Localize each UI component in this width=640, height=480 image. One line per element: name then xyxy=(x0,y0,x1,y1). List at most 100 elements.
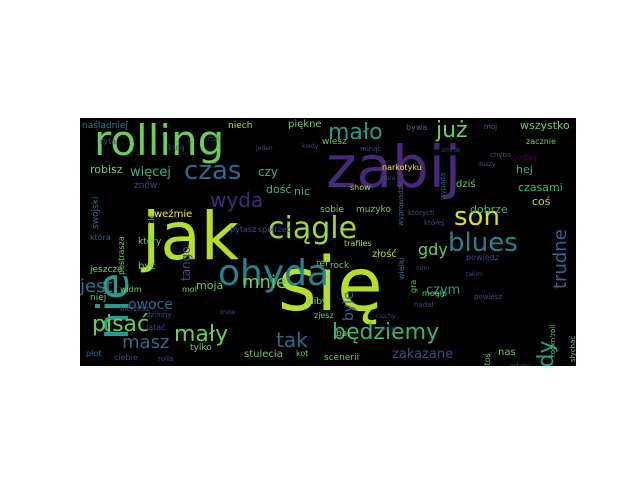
cloud-word: już xyxy=(436,118,468,143)
cloud-word: znów xyxy=(134,181,158,191)
cloud-word: ciągle xyxy=(268,211,358,246)
cloud-word: która xyxy=(90,233,111,242)
cloud-word: dobrze xyxy=(470,203,508,216)
cloud-word: pytasz xyxy=(230,225,257,234)
cloud-word: rockn'roll xyxy=(549,325,557,358)
cloud-word: niby xyxy=(308,297,328,307)
cloud-word: nas xyxy=(498,347,516,358)
cloud-word: czas xyxy=(184,156,242,186)
cloud-word: postrasza xyxy=(117,235,126,275)
cloud-word: bierzesz xyxy=(120,305,149,313)
cloud-word: jeszcze xyxy=(90,265,123,275)
cloud-word: który xyxy=(138,237,162,247)
cloud-word: być xyxy=(138,261,156,272)
cloud-word: tango xyxy=(179,246,193,282)
cloud-word: byle xyxy=(341,291,357,321)
cloud-word: scenerii xyxy=(324,353,360,363)
cloud-word: spojrzeć xyxy=(258,225,292,234)
cloud-word: nimi xyxy=(416,265,429,272)
cloud-word: ryta xyxy=(100,137,117,146)
cloud-word: narkotyku xyxy=(382,163,422,172)
cloud-word: muzyko xyxy=(356,205,391,215)
cloud-word: będziemy xyxy=(332,320,440,345)
cloud-word: dzimny xyxy=(146,311,172,319)
cloud-word: ohyda xyxy=(218,253,330,294)
cloud-word: złość xyxy=(372,249,397,260)
cloud-word: rolling xyxy=(94,118,225,165)
cloud-word: zakazane xyxy=(392,347,454,362)
cloud-word: więcej xyxy=(130,165,171,180)
cloud-word: kiedy xyxy=(302,143,319,150)
cloud-word: show xyxy=(350,183,371,192)
cloud-word: czy xyxy=(258,165,278,179)
cloud-word: czasami xyxy=(518,181,563,194)
cloud-word: owoce xyxy=(128,297,173,313)
cloud-word: tak xyxy=(276,328,308,352)
cloud-word: ciebie xyxy=(114,353,138,362)
cloud-word: weźmie xyxy=(154,209,193,220)
cloud-word: ktore xyxy=(380,175,396,182)
cloud-word: ref xyxy=(316,259,329,269)
cloud-word: gdy xyxy=(418,240,448,259)
cloud-word: nadal xyxy=(414,301,434,309)
cloud-word: coś xyxy=(532,195,551,208)
cloud-word: wyda xyxy=(210,188,264,212)
cloud-word: niej xyxy=(90,293,107,303)
cloud-word: blues xyxy=(448,228,518,258)
cloud-word: chyba xyxy=(490,151,512,159)
cloud-word: trudne xyxy=(550,229,571,289)
cloud-word: której xyxy=(424,219,445,227)
cloud-word: latać xyxy=(146,323,166,332)
cloud-word: duszy xyxy=(478,161,496,168)
cloud-word: gra xyxy=(409,279,418,293)
cloud-word: wielki xyxy=(397,256,406,280)
cloud-word: ostatni xyxy=(510,364,531,367)
cloud-word: kot xyxy=(296,349,309,358)
cloud-word: minąc xyxy=(360,145,382,153)
cloud-word: mogło xyxy=(422,289,447,298)
cloud-word: rok xyxy=(208,135,220,143)
cloud-word: dziś xyxy=(456,179,476,190)
cloud-word: tylko xyxy=(190,343,212,353)
cloud-word: jest xyxy=(80,276,113,297)
cloud-word: stulecia xyxy=(244,349,283,360)
cloud-word: cie xyxy=(147,213,156,225)
word-cloud: jak się zabij rolling ohyda ciągle nie son blues… xyxy=(80,118,576,366)
cloud-word: hej xyxy=(516,163,533,176)
cloud-word: jak xyxy=(142,198,240,275)
cloud-word: kulą xyxy=(168,143,185,152)
cloud-word: rolla xyxy=(158,355,174,363)
cloud-word: ciuchy xyxy=(376,313,396,320)
cloud-word: wszystko xyxy=(520,119,570,132)
cloud-word: trafiles xyxy=(344,239,372,248)
cloud-word: wiesz xyxy=(322,137,347,147)
cloud-word: moj xyxy=(484,123,498,131)
cloud-word: ktoś xyxy=(483,352,492,366)
cloud-word: son xyxy=(454,202,500,232)
cloud-word: zmrok xyxy=(442,147,461,154)
cloud-word: płot xyxy=(86,349,102,358)
cloud-word: mały xyxy=(174,322,229,347)
cloud-word: zabij xyxy=(326,133,462,201)
cloud-word: moja xyxy=(196,279,224,292)
cloud-word: bywa xyxy=(406,123,428,132)
cloud-word: zjesz xyxy=(314,311,334,320)
cloud-word: masz xyxy=(122,332,170,353)
cloud-word: nic xyxy=(294,185,311,198)
cloud-word: rock xyxy=(330,261,350,271)
cloud-word: których xyxy=(408,209,435,217)
cloud-word: piękne xyxy=(288,119,322,130)
cloud-word: takim xyxy=(466,271,484,278)
cloud-word: słychać xyxy=(569,336,576,363)
cloud-word: czym xyxy=(426,283,461,298)
cloud-word: niech xyxy=(228,121,253,131)
cloud-word: mało xyxy=(328,120,383,145)
cloud-word: zacznie xyxy=(526,137,556,146)
cloud-word: robisz xyxy=(90,163,123,176)
cloud-word: mol xyxy=(182,285,197,294)
cloud-word: znów xyxy=(220,309,236,316)
cloud-word: widm xyxy=(120,285,142,294)
cloud-word: swojski xyxy=(91,196,101,230)
cloud-word: mnie xyxy=(242,272,288,293)
cloud-word: pisać xyxy=(92,312,150,337)
